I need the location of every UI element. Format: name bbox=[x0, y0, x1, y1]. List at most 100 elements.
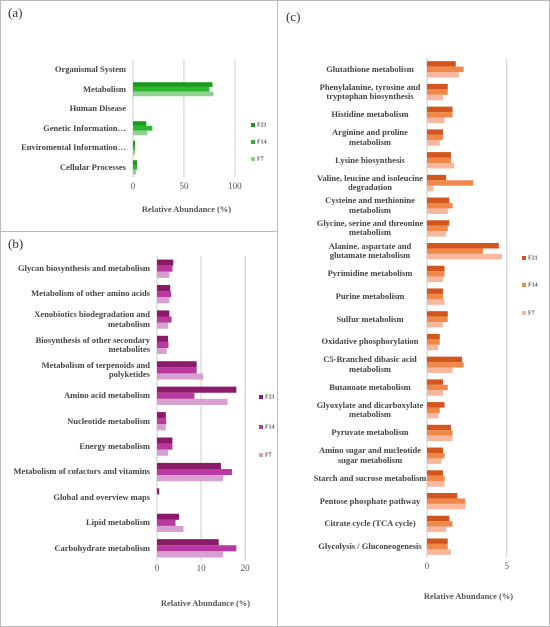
bar bbox=[157, 348, 167, 355]
bar bbox=[133, 145, 136, 151]
bar bbox=[427, 293, 443, 300]
bar bbox=[427, 299, 445, 305]
x-tick-label: 0 bbox=[425, 561, 430, 571]
category-label-box: Metabolism of other amino acids bbox=[31, 289, 150, 298]
category-label-box: Enviromental Information… bbox=[21, 142, 126, 151]
bar bbox=[427, 248, 483, 254]
category-label-box: Lysine biosynthesis bbox=[335, 154, 405, 165]
bar bbox=[427, 498, 466, 504]
category-label-box: Sulfur metabolism bbox=[336, 314, 403, 323]
y-tick-label: Carbohydrate metabolism bbox=[54, 542, 150, 553]
legend-swatch bbox=[522, 256, 526, 260]
category-label-box: Histidine metabolism bbox=[331, 109, 409, 120]
bar bbox=[157, 316, 172, 323]
y-tick-label: Amino sugar and nucleotide sugar metabol… bbox=[318, 445, 422, 465]
bar bbox=[427, 458, 442, 464]
bar bbox=[427, 288, 443, 294]
x-tick-label: 50 bbox=[179, 181, 189, 191]
category-label-box: Cellular Processes bbox=[59, 161, 126, 172]
y-tick-label: Metabolism of terpenoids and polyketides bbox=[41, 360, 150, 380]
bar bbox=[133, 121, 147, 126]
bar bbox=[427, 231, 447, 237]
category-label-box: Butanoate metabolism bbox=[329, 381, 411, 392]
bar bbox=[427, 185, 434, 192]
category-label-box: Metabolism bbox=[83, 83, 126, 94]
bar bbox=[133, 140, 136, 146]
legend-label: F21 bbox=[528, 255, 538, 261]
y-tick-label: Metabolism bbox=[83, 83, 126, 94]
bar bbox=[157, 551, 224, 558]
bar bbox=[427, 384, 448, 391]
bar bbox=[427, 94, 443, 101]
category-label-box: Amino acid metabolism bbox=[64, 390, 150, 399]
legend-swatch bbox=[522, 283, 526, 287]
bar bbox=[157, 265, 173, 272]
category-label-box: Pyrimidine metabolism bbox=[328, 269, 413, 278]
category-label-box: Biosynthesis of other secondary metaboli… bbox=[36, 335, 150, 354]
x-axis-label: Relative Abundance (%) bbox=[142, 204, 231, 214]
category-label-box: Alanine, aspartate and glutamate metabol… bbox=[329, 241, 411, 260]
category-label-box: Cysteine and methionine metabolism bbox=[325, 196, 415, 215]
bar bbox=[157, 361, 197, 368]
bar bbox=[157, 398, 228, 405]
bar bbox=[427, 362, 464, 368]
bar bbox=[427, 515, 450, 522]
y-tick-label: Global and overview maps bbox=[53, 491, 150, 502]
bar bbox=[133, 86, 210, 92]
x-tick-label: 5 bbox=[505, 561, 510, 571]
bar bbox=[427, 163, 455, 169]
bar bbox=[427, 475, 445, 482]
bar bbox=[157, 449, 169, 456]
bar bbox=[427, 549, 451, 555]
category-label-box: Human Disease bbox=[70, 103, 126, 112]
bar bbox=[157, 392, 195, 399]
y-tick-label: Nucleotide metabolism bbox=[67, 415, 150, 426]
bar bbox=[157, 386, 237, 393]
y-tick-label: Glutathione metabolism bbox=[326, 63, 414, 74]
bar bbox=[427, 253, 503, 260]
bar bbox=[157, 373, 204, 380]
y-tick-label: Butanoate metabolism bbox=[329, 381, 411, 392]
y-tick-label: Lysine biosynthesis bbox=[335, 154, 405, 165]
bar bbox=[157, 367, 197, 374]
bar bbox=[427, 367, 453, 373]
category-label-box: Glycine, serine and threonine metabolism bbox=[317, 218, 424, 237]
bar bbox=[157, 525, 184, 533]
panel-label: (a) bbox=[8, 5, 22, 20]
bar bbox=[157, 468, 232, 476]
bar bbox=[427, 106, 453, 113]
bar bbox=[427, 311, 448, 317]
bar bbox=[427, 543, 448, 550]
x-tick-label: 10 bbox=[197, 563, 207, 573]
bar bbox=[157, 519, 176, 526]
bar bbox=[427, 271, 445, 277]
legend-swatch bbox=[522, 311, 526, 315]
bar bbox=[427, 112, 453, 118]
y-tick-label: Histidine metabolism bbox=[331, 109, 409, 120]
bar bbox=[427, 390, 443, 396]
bar bbox=[157, 418, 167, 425]
legend-swatch bbox=[259, 425, 263, 429]
bar bbox=[427, 174, 447, 181]
category-label-box: Purine metabolism bbox=[336, 291, 405, 300]
category-label-box: Nucleotide metabolism bbox=[67, 415, 150, 426]
bar bbox=[427, 220, 450, 226]
bar bbox=[427, 322, 443, 328]
legend-label: F21 bbox=[265, 394, 275, 400]
bar bbox=[427, 379, 443, 385]
legend-label: F7 bbox=[257, 156, 264, 162]
bar bbox=[133, 164, 138, 170]
bar bbox=[427, 407, 440, 413]
bar bbox=[133, 169, 137, 175]
bar bbox=[157, 322, 169, 329]
y-tick-label: Cellular Processes bbox=[59, 161, 126, 172]
category-label-box: Arginine and proline metabolism bbox=[332, 127, 408, 147]
panel-label: (b) bbox=[8, 236, 23, 251]
legend-swatch bbox=[259, 453, 263, 457]
y-tick-label: Arginine and proline metabolism bbox=[332, 127, 408, 147]
legend-label: F7 bbox=[265, 452, 272, 458]
bar bbox=[157, 335, 169, 342]
x-axis-label: Relative Abundance (%) bbox=[424, 591, 513, 601]
bar bbox=[427, 157, 451, 163]
